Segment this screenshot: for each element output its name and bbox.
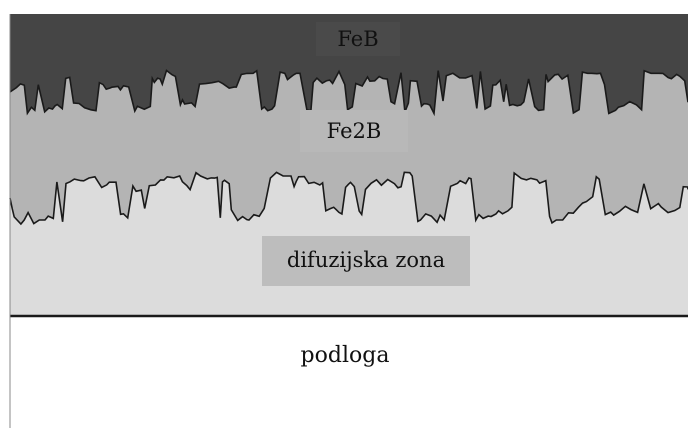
substrate-label: podloga [300, 343, 390, 368]
feb-layer [10, 14, 688, 114]
fe2b-layer-label: Fe2B [300, 110, 408, 152]
fe2b-diffusion-boundary [9, 171, 688, 226]
diffusion-zone-label: difuzijska zona [262, 236, 470, 286]
feb-fe2b-boundary [9, 69, 688, 117]
feb-layer-label: FeB [316, 22, 400, 56]
